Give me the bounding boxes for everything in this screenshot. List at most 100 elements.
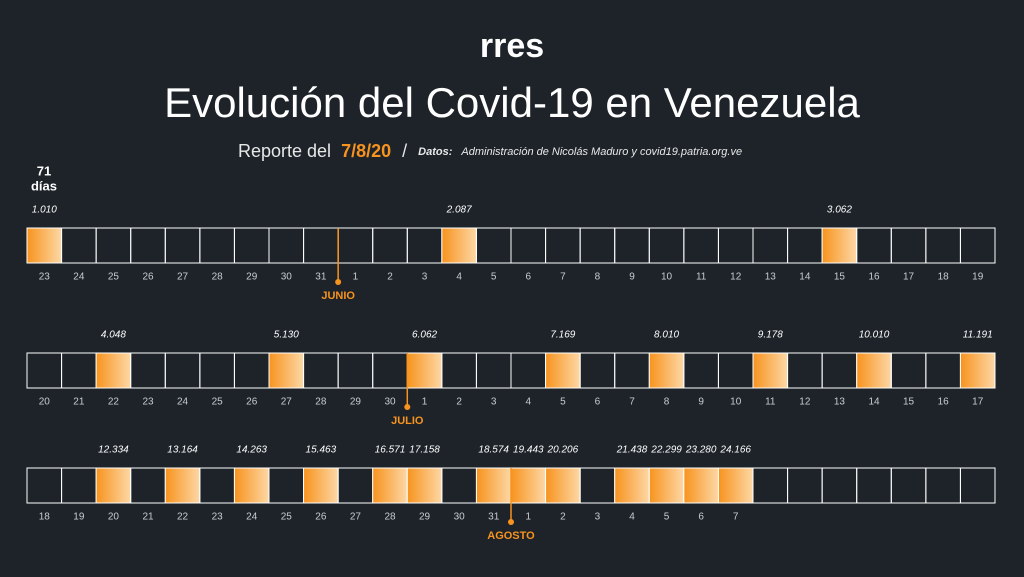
case-count: 20.206 <box>547 445 579 456</box>
highlighted-day <box>959 352 996 389</box>
day-label: 24 <box>73 272 85 283</box>
day-cell <box>95 227 132 264</box>
day-cell <box>268 227 305 264</box>
case-count: 23.280 <box>685 445 717 456</box>
day-cell <box>925 467 961 504</box>
day-cell <box>337 227 374 264</box>
day-label: 1 <box>422 397 428 408</box>
case-count: 21.438 <box>616 445 648 456</box>
day-cell <box>233 352 270 389</box>
highlighted-day <box>441 227 477 264</box>
source-label: Datos: <box>418 146 453 158</box>
highlighted-day <box>683 467 719 504</box>
day-cell <box>579 227 616 264</box>
day-label: 22 <box>108 397 120 408</box>
day-label: 28 <box>384 512 396 523</box>
day-label: 4 <box>629 512 635 523</box>
case-count: 10.010 <box>859 330 890 341</box>
day-cell <box>199 227 235 264</box>
day-cell <box>545 227 581 264</box>
day-label: 21 <box>142 512 154 523</box>
day-label: 27 <box>281 397 293 408</box>
day-cell <box>26 352 63 389</box>
day-cell <box>717 227 754 264</box>
case-count: 1.010 <box>32 205 57 216</box>
day-label: 8 <box>595 272 601 283</box>
day-label: 5 <box>560 397 566 408</box>
day-cell <box>337 467 374 504</box>
day-cell <box>683 352 719 389</box>
day-label: 16 <box>868 272 880 283</box>
day-label: 8 <box>664 397 670 408</box>
case-count: 5.130 <box>274 330 299 341</box>
day-cell <box>925 352 961 389</box>
day-cell <box>164 227 201 264</box>
day-label: 2 <box>456 397 462 408</box>
counter-number: 71 <box>37 163 51 178</box>
highlighted-day <box>648 467 685 504</box>
day-label: 19 <box>73 512 85 523</box>
case-count: 7.169 <box>550 330 575 341</box>
day-cell <box>199 352 235 389</box>
day-label: 9 <box>629 272 635 283</box>
case-count: 8.010 <box>654 330 679 341</box>
day-label: 28 <box>315 397 327 408</box>
day-cell <box>475 352 512 389</box>
case-count: 17.158 <box>409 445 440 456</box>
day-label: 30 <box>384 397 396 408</box>
day-label: 16 <box>938 397 950 408</box>
day-label: 29 <box>350 397 362 408</box>
day-cell <box>648 227 685 264</box>
day-cell <box>579 467 616 504</box>
day-label: 26 <box>246 397 258 408</box>
day-cell <box>787 467 823 504</box>
day-label: 25 <box>212 397 224 408</box>
day-label: 13 <box>834 397 846 408</box>
day-label: 7 <box>629 397 635 408</box>
day-label: 23 <box>212 512 224 523</box>
day-cell <box>233 227 270 264</box>
day-label: 1 <box>526 512 532 523</box>
case-count: 4.048 <box>101 330 126 341</box>
day-label: 25 <box>108 272 120 283</box>
day-label: 25 <box>281 512 293 523</box>
day-cell <box>579 352 616 389</box>
day-label: 15 <box>834 272 846 283</box>
day-cell <box>406 227 443 264</box>
day-label: 19 <box>972 272 984 283</box>
day-label: 22 <box>177 512 189 523</box>
day-cell <box>130 352 166 389</box>
day-label: 6 <box>595 397 601 408</box>
day-label: 23 <box>142 397 154 408</box>
highlighted-day <box>164 467 201 504</box>
case-count: 12.334 <box>98 445 129 456</box>
day-cell <box>959 467 996 504</box>
day-label: 13 <box>765 272 777 283</box>
day-cell <box>890 352 927 389</box>
day-label: 31 <box>315 272 327 283</box>
day-label: 1 <box>353 272 359 283</box>
day-label: 2 <box>560 512 566 523</box>
day-label: 3 <box>491 397 497 408</box>
day-label: 26 <box>142 272 154 283</box>
day-cell <box>752 227 789 264</box>
highlighted-day <box>717 467 754 504</box>
highlighted-day <box>614 467 650 504</box>
day-label: 30 <box>454 512 466 523</box>
day-cell <box>787 227 823 264</box>
day-label: 10 <box>661 272 673 283</box>
day-cell <box>717 352 754 389</box>
case-count: 19.443 <box>513 445 544 456</box>
day-cell <box>856 227 892 264</box>
day-cell <box>337 352 374 389</box>
report-prefix: Reporte del <box>238 141 331 161</box>
day-label: 5 <box>491 272 497 283</box>
highlighted-day <box>510 467 547 504</box>
case-count: 9.178 <box>758 330 783 341</box>
day-label: 3 <box>595 512 601 523</box>
highlighted-day <box>648 352 685 389</box>
day-cell <box>856 467 892 504</box>
day-cell <box>787 352 823 389</box>
month-label: JULIO <box>391 415 424 427</box>
